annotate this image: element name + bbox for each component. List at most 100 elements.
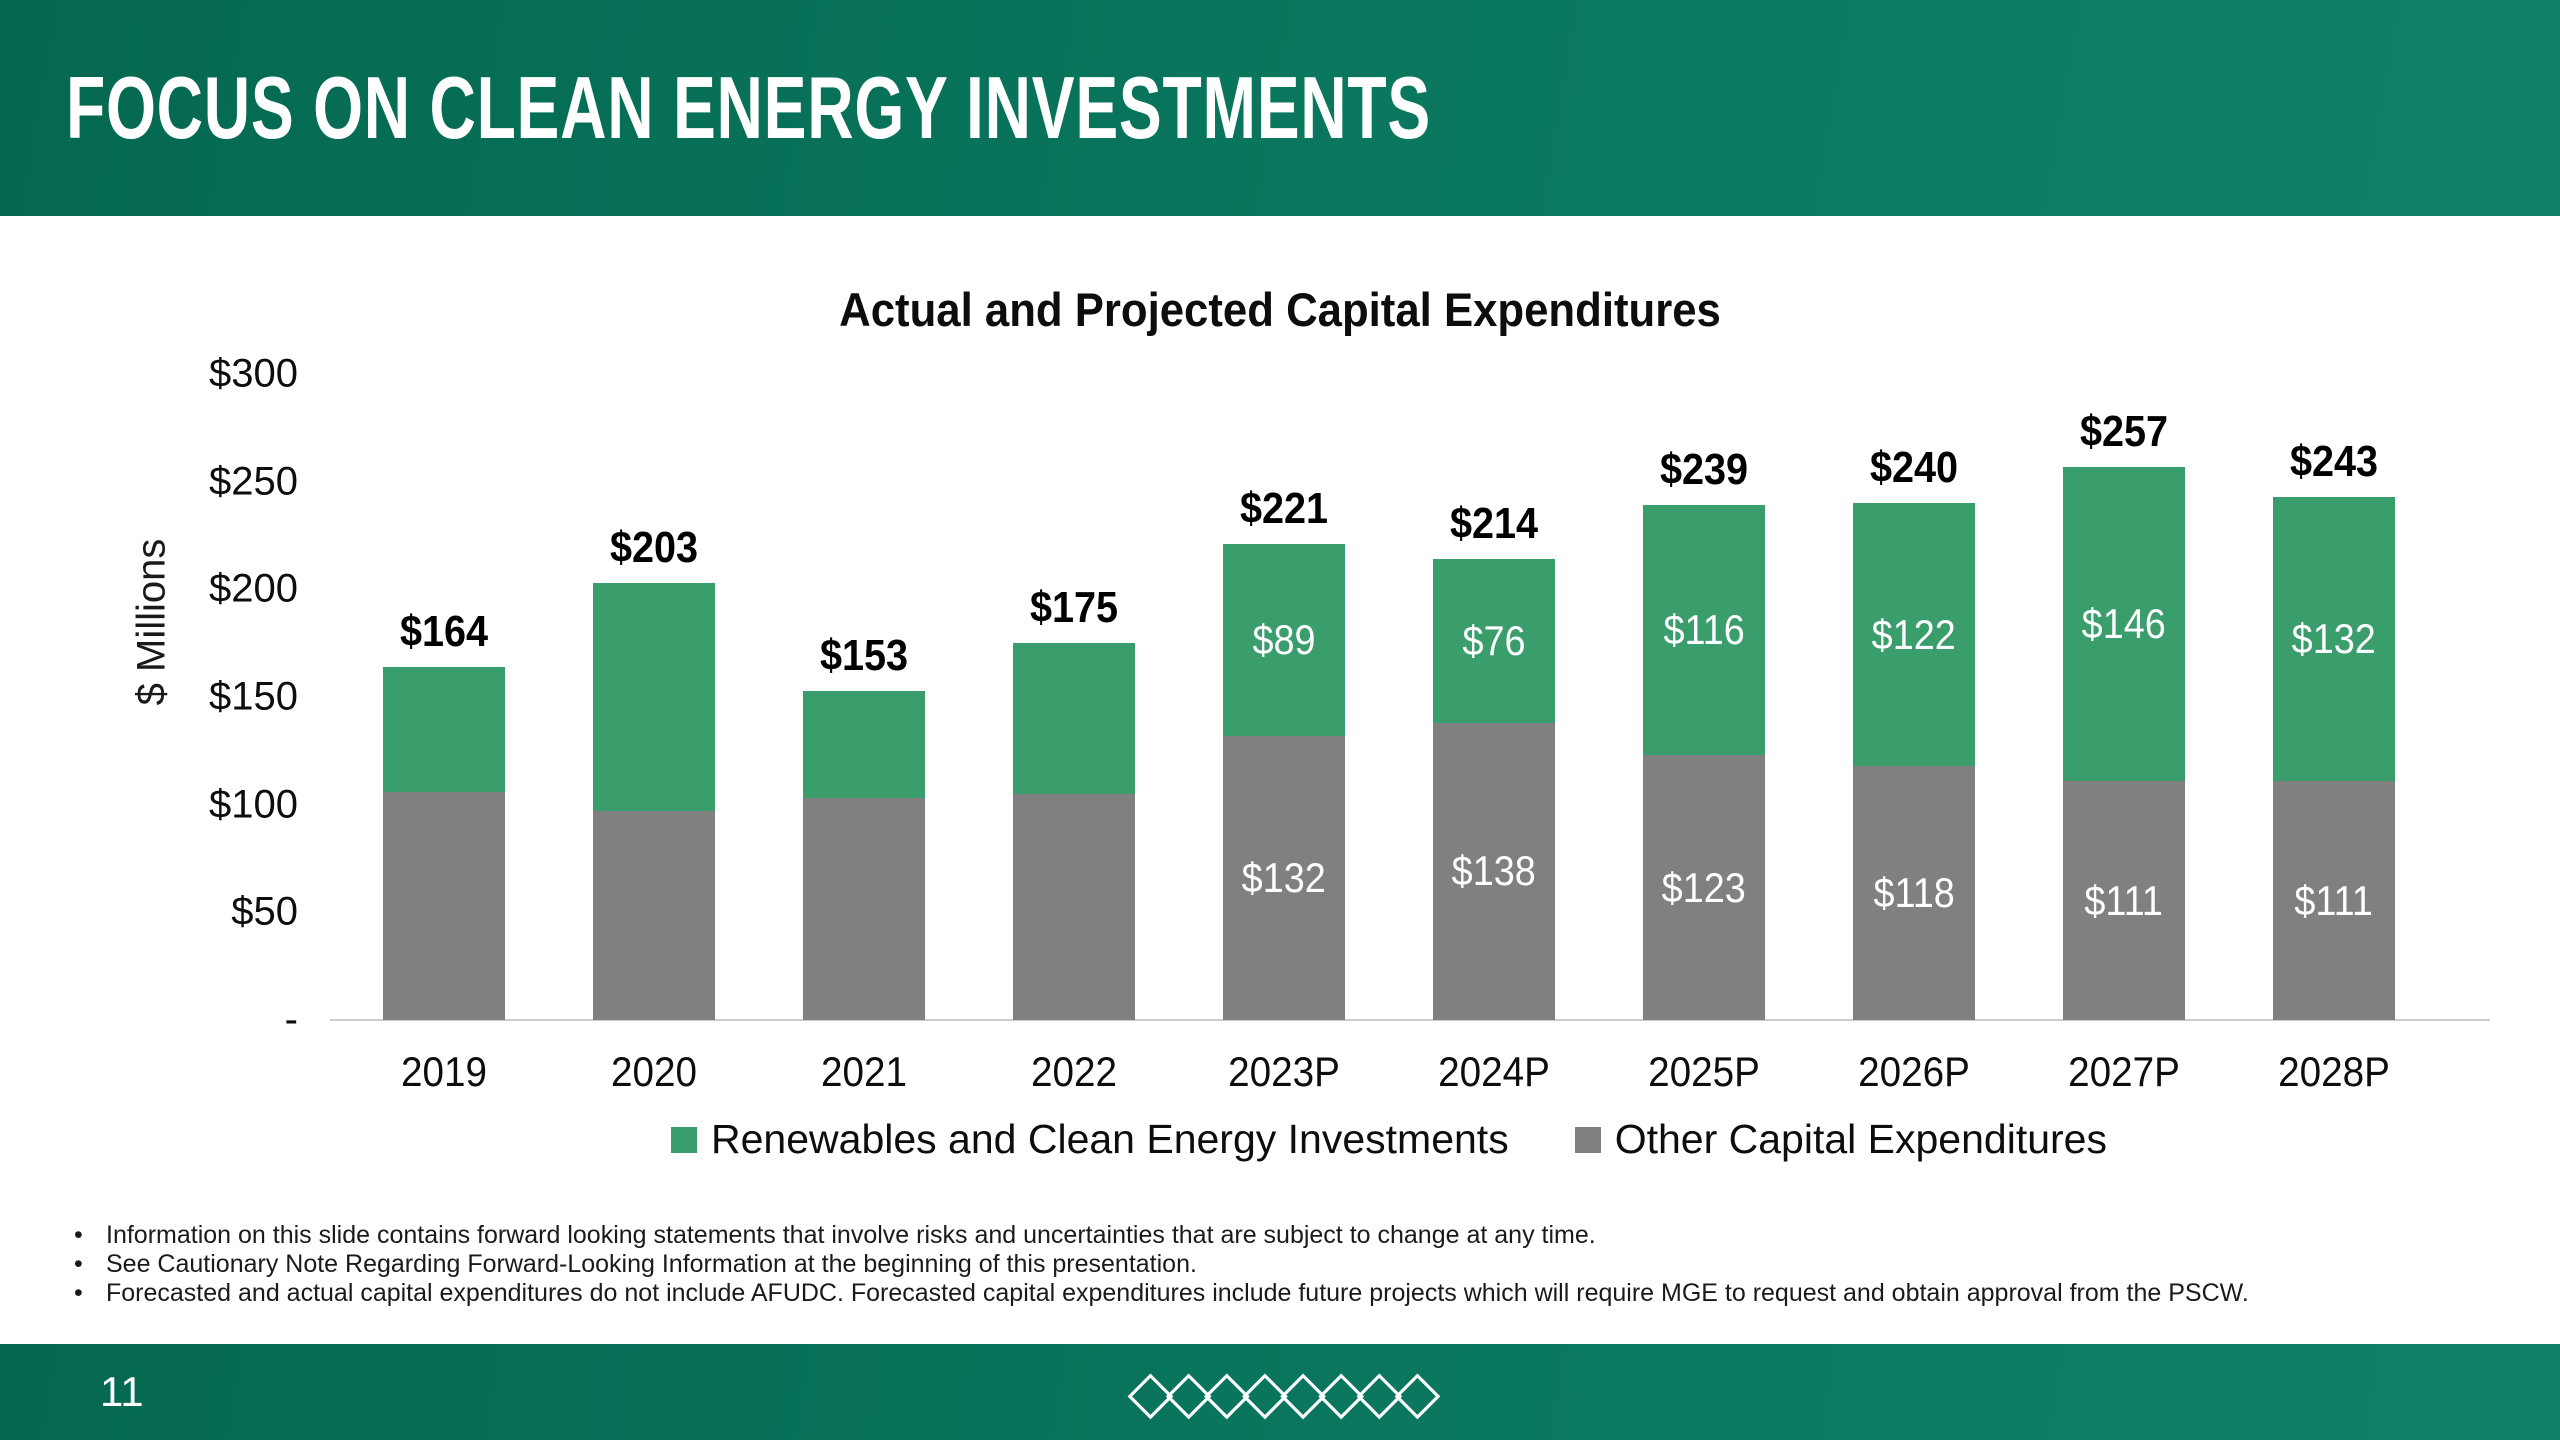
y-tick-label: $50 xyxy=(231,889,298,934)
legend-swatch-icon xyxy=(1574,1126,1601,1153)
bar-column: $203 xyxy=(549,374,759,1020)
bar-segment-other: $132 xyxy=(1223,735,1345,1020)
bar-stack: $239 $116 $123 xyxy=(1643,445,1765,1020)
bar-segment-other xyxy=(383,791,505,1020)
legend-item: Renewables and Clean Energy Investments xyxy=(671,1116,1509,1163)
bar-column: $240 $122 $118 xyxy=(1809,374,2019,1020)
bar-total-label: $153 xyxy=(819,630,909,680)
bar-segment-renewables: $76 xyxy=(1433,559,1555,723)
y-tick-label: $100 xyxy=(209,782,298,827)
diamond-decoration: ◇◇◇◇◇◇◇◇ xyxy=(1127,1358,1440,1425)
bar-segment-renewables: $116 xyxy=(1643,505,1765,756)
bar-stack: $175 xyxy=(1013,583,1135,1020)
x-tick-label: 2021 xyxy=(821,1048,907,1095)
bar-segment-value: $132 xyxy=(1241,853,1327,901)
chart-legend: Renewables and Clean Energy Investments O… xyxy=(339,1116,2439,1163)
bar-total-label: $257 xyxy=(2079,406,2169,456)
bar-segment-value: $76 xyxy=(1462,616,1526,664)
bar-segment-value: $132 xyxy=(2291,614,2377,662)
bar-segment-other: $111 xyxy=(2273,781,2395,1020)
bar-segment-other xyxy=(803,798,925,1020)
legend-item: Other Capital Expenditures xyxy=(1574,1116,2107,1163)
bar-column: $164 xyxy=(339,374,549,1020)
bar-segment-renewables: $122 xyxy=(1853,503,1975,766)
y-tick-label: $300 xyxy=(209,351,298,396)
bar-segment-other xyxy=(593,811,715,1020)
footnote-item: Information on this slide contains forwa… xyxy=(68,1221,2498,1250)
y-tick-label: $250 xyxy=(209,459,298,504)
x-tick-label: 2026P xyxy=(1858,1048,1970,1095)
y-tick-label: - xyxy=(284,997,298,1042)
bar-segment-value: $111 xyxy=(2084,876,2164,924)
bar-stack: $240 $122 $118 xyxy=(1853,443,1975,1020)
legend-label: Renewables and Clean Energy Investments xyxy=(711,1116,1509,1162)
bar-segment-value: $123 xyxy=(1661,863,1747,911)
bar-total-label: $175 xyxy=(1029,583,1119,633)
bar-segment-other: $111 xyxy=(2063,781,2185,1020)
bar-total-label: $243 xyxy=(2289,436,2379,486)
legend-swatch-icon xyxy=(671,1126,698,1153)
bar-column: $214 $76 $138 xyxy=(1389,374,1599,1020)
x-tick-label: 2020 xyxy=(611,1048,697,1095)
header-banner: FOCUS ON CLEAN ENERGY INVESTMENTS xyxy=(0,0,2560,216)
bar-column: $221 $89 $132 xyxy=(1179,374,1389,1020)
bar-column: $239 $116 $123 xyxy=(1599,374,1809,1020)
x-tick-label: 2024P xyxy=(1438,1048,1550,1095)
bar-segment-other: $138 xyxy=(1433,722,1555,1020)
bar-total-label: $214 xyxy=(1449,499,1539,549)
bar-segment-renewables xyxy=(1013,643,1135,794)
bar-total-label: $239 xyxy=(1659,445,1749,495)
footnote-item: Forecasted and actual capital expenditur… xyxy=(68,1279,2498,1308)
page-number: 11 xyxy=(100,1368,144,1415)
bar-total-label: $203 xyxy=(609,522,699,572)
x-tick-label: 2022 xyxy=(1031,1048,1117,1095)
x-axis-labels: 2019 2020 2021 2022 2023P 2024P 2025P 2026P 2027… xyxy=(339,1048,2439,1096)
bar-column: $257 $146 $111 xyxy=(2019,374,2229,1020)
y-tick-label: $150 xyxy=(209,674,298,719)
bar-total-label: $240 xyxy=(1869,443,1959,493)
footnote-item: See Cautionary Note Regarding Forward-Lo… xyxy=(68,1250,2498,1279)
bar-stack: $257 $146 $111 xyxy=(2063,407,2185,1020)
bar-segment-value: $122 xyxy=(1871,610,1957,658)
bar-segment-value: $116 xyxy=(1663,606,1745,654)
bar-column: $175 xyxy=(969,374,1179,1020)
bar-segment-renewables xyxy=(593,582,715,812)
x-tick-label: 2019 xyxy=(401,1048,487,1095)
bar-segment-renewables: $132 xyxy=(2273,496,2395,781)
bar-stack: $243 $132 $111 xyxy=(2273,437,2395,1020)
bar-segment-other: $123 xyxy=(1643,755,1765,1020)
bar-total-label: $164 xyxy=(399,606,489,656)
bar-segment-value: $146 xyxy=(2081,599,2167,647)
bar-segment-renewables: $146 xyxy=(2063,466,2185,781)
bar-segment-value: $118 xyxy=(1873,868,1955,916)
bar-segment-renewables xyxy=(383,666,505,792)
y-tick-label: $200 xyxy=(209,566,298,611)
bar-stack: $203 xyxy=(593,523,715,1020)
bar-stack: $221 $89 $132 xyxy=(1223,484,1345,1020)
x-tick-label: 2023P xyxy=(1228,1048,1340,1095)
bar-segment-value: $111 xyxy=(2294,876,2374,924)
slide-title: FOCUS ON CLEAN ENERGY INVESTMENTS xyxy=(66,58,1431,157)
bar-segment-renewables xyxy=(803,690,925,799)
x-axis-line xyxy=(330,1019,2490,1021)
bar-segment-value: $138 xyxy=(1451,847,1537,895)
bar-stack: $153 xyxy=(803,631,925,1020)
bar-total-label: $221 xyxy=(1239,484,1329,534)
bars-area: $164 $203 $153 $175 $221 $89 $132 $214 $76 $138 $2… xyxy=(339,374,2439,1020)
bar-stack: $214 $76 $138 xyxy=(1433,499,1555,1020)
x-tick-label: 2027P xyxy=(2068,1048,2180,1095)
x-tick-label: 2028P xyxy=(2278,1048,2390,1095)
footer-banner: 11 ◇◇◇◇◇◇◇◇ xyxy=(0,1344,2560,1440)
chart-title: Actual and Projected Capital Expenditure… xyxy=(839,283,1721,336)
bar-segment-value: $89 xyxy=(1252,616,1316,664)
bar-column: $243 $132 $111 xyxy=(2229,374,2439,1020)
bar-segment-renewables: $89 xyxy=(1223,544,1345,736)
footnotes: Information on this slide contains forwa… xyxy=(68,1221,2498,1308)
bar-segment-other xyxy=(1013,793,1135,1020)
x-tick-label: 2025P xyxy=(1648,1048,1760,1095)
bar-segment-other: $118 xyxy=(1853,765,1975,1020)
legend-label: Other Capital Expenditures xyxy=(1614,1116,2107,1162)
bar-stack: $164 xyxy=(383,607,505,1020)
bar-column: $153 xyxy=(759,374,969,1020)
